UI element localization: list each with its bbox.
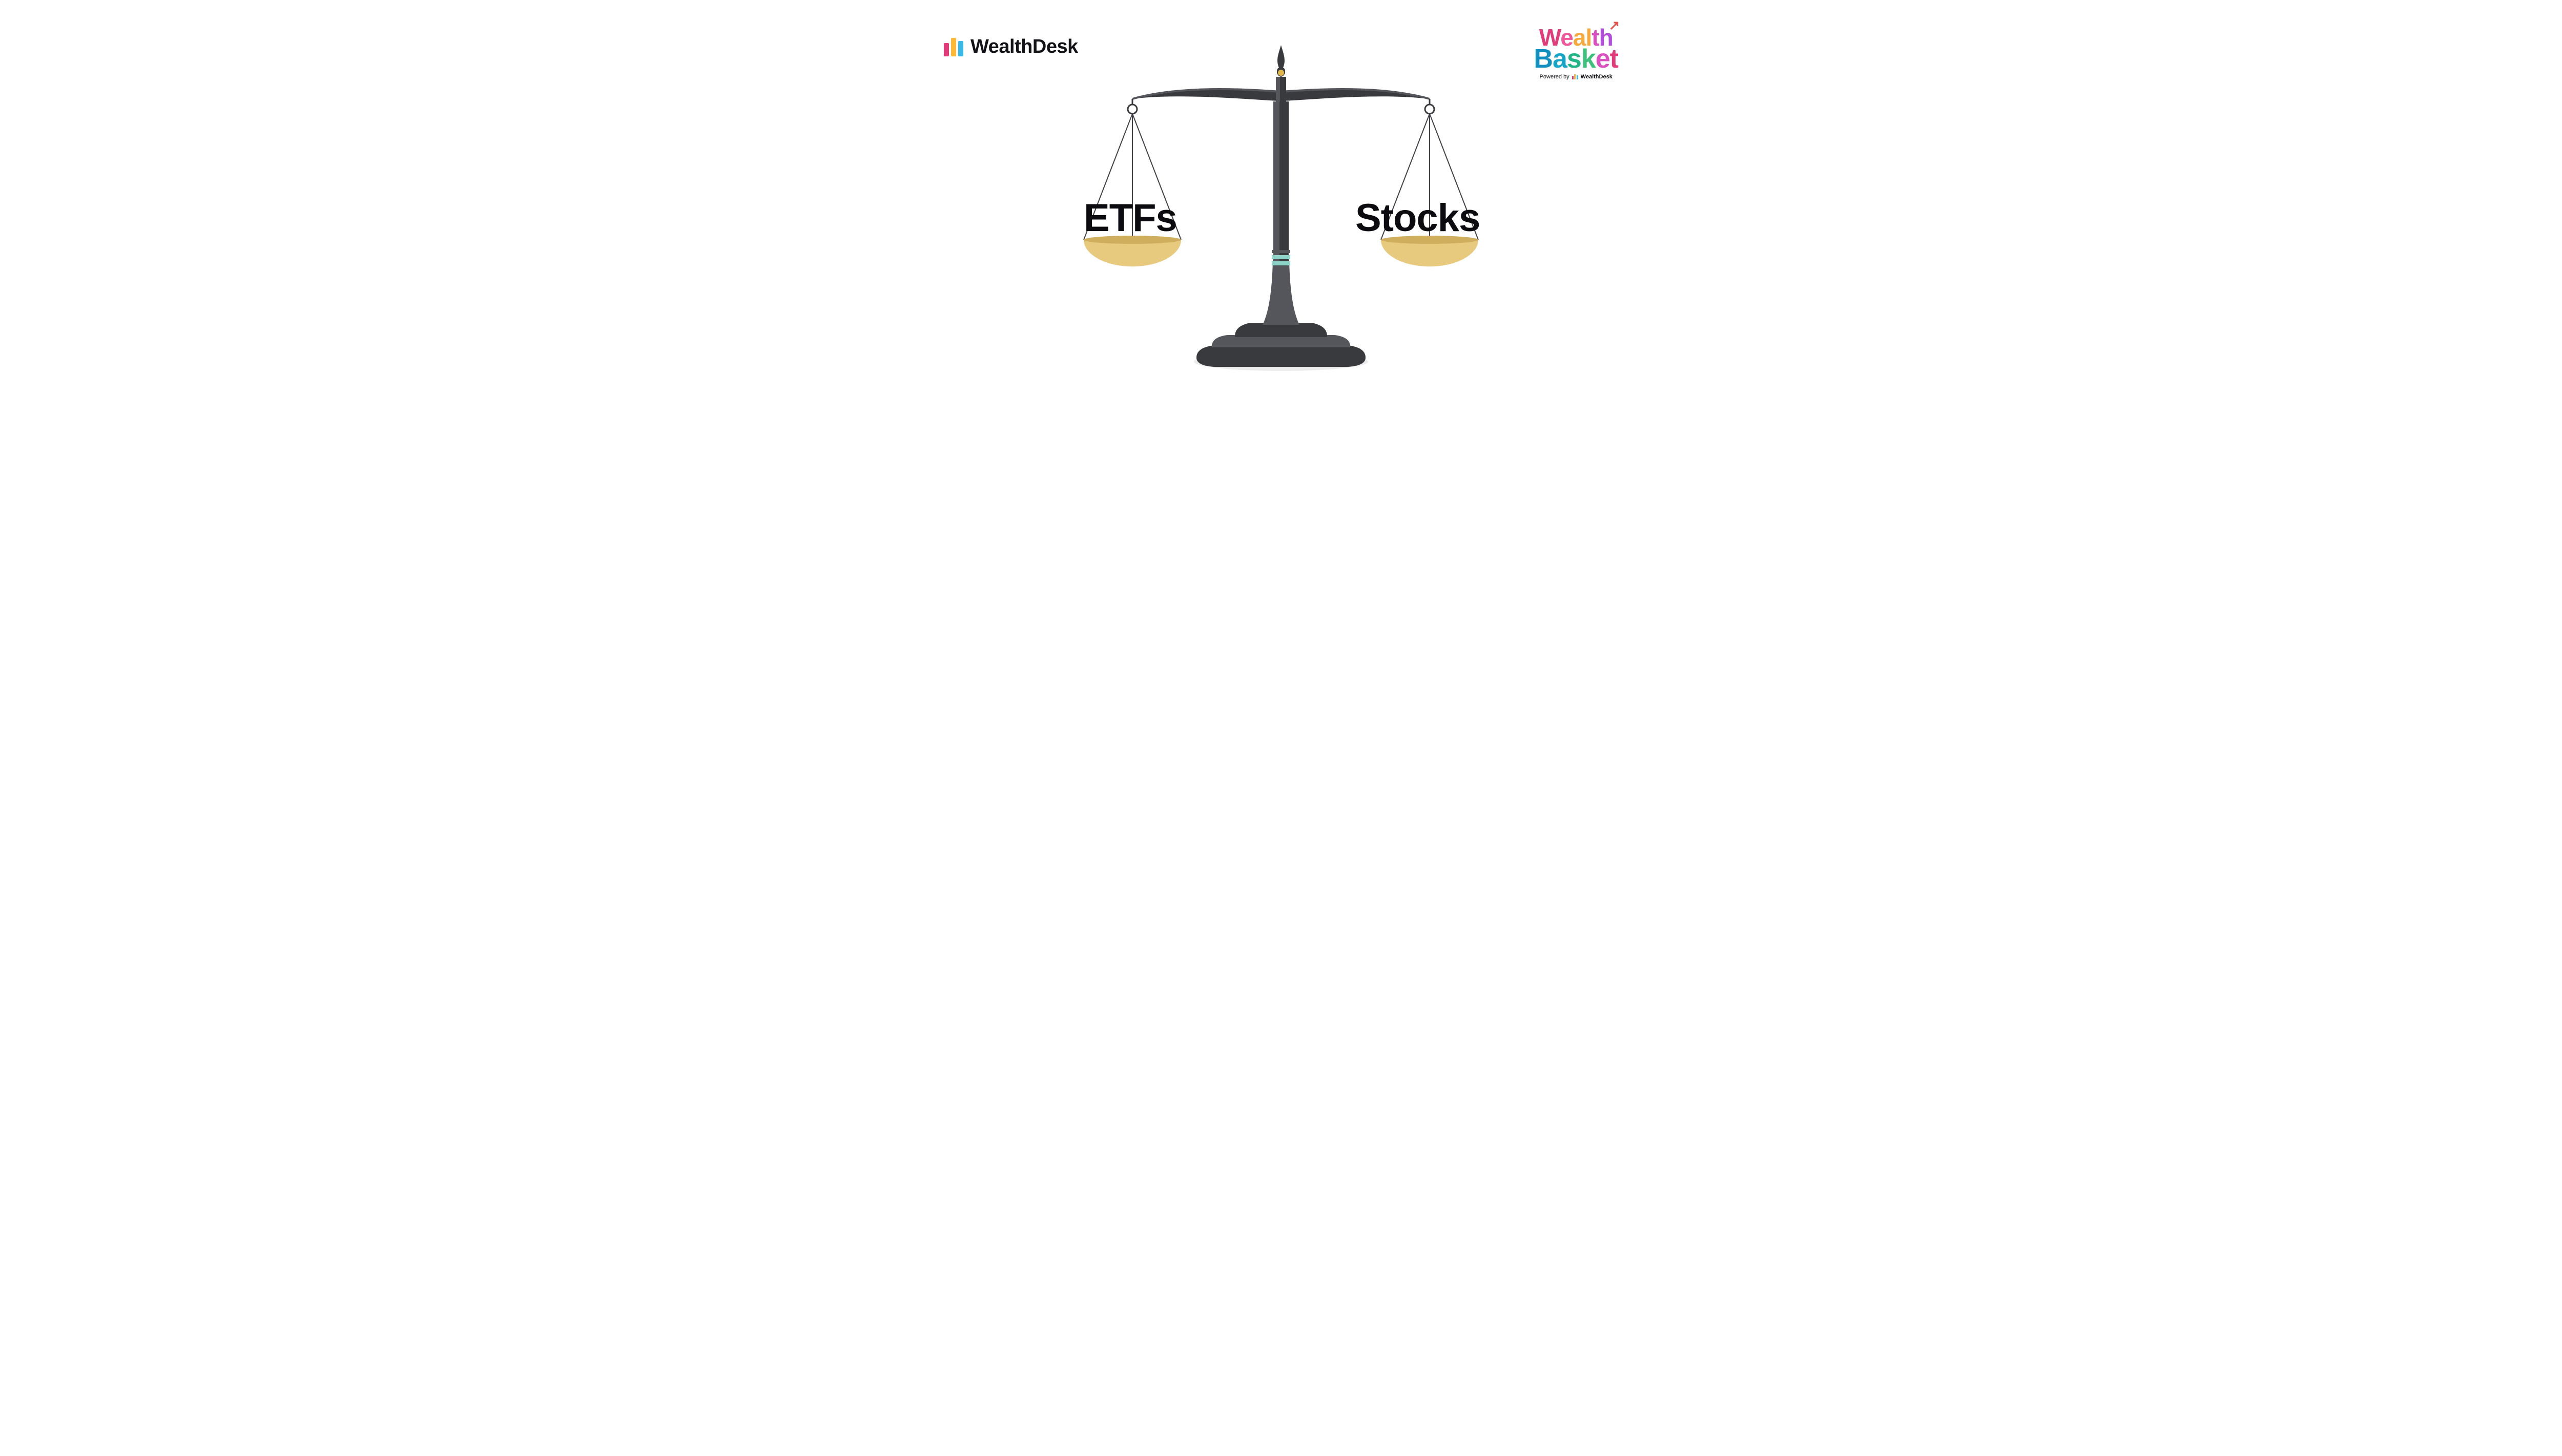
left-scale-label: ETFs	[1084, 196, 1177, 240]
wealthbasket-logo: ↗ Wealth Basket Powered by WealthDesk	[1534, 28, 1618, 80]
wealthdesk-logo: WealthDesk	[944, 36, 1078, 58]
right-scale-label: Stocks	[1355, 196, 1480, 240]
bar-3	[958, 41, 963, 56]
wealthdesk-bars-icon	[944, 38, 963, 56]
powered-by-text: Powered by	[1540, 74, 1569, 80]
wealthbasket-subline: Powered by WealthDesk	[1534, 74, 1618, 80]
mini-brand-text: WealthDesk	[1581, 74, 1613, 80]
arrow-up-icon: ↗	[1609, 20, 1619, 32]
wealthdesk-text: WealthDesk	[970, 36, 1078, 58]
bar-2	[951, 38, 956, 56]
balance-scale-icon: ETFs Stocks	[1097, 40, 1465, 378]
bar-1	[944, 43, 949, 56]
wealthbasket-wealth-word: ↗ Wealth	[1534, 28, 1618, 48]
mini-bars-icon	[1572, 74, 1578, 79]
infographic-canvas: WealthDesk ↗ Wealth Basket Powered by We…	[908, 0, 1654, 418]
